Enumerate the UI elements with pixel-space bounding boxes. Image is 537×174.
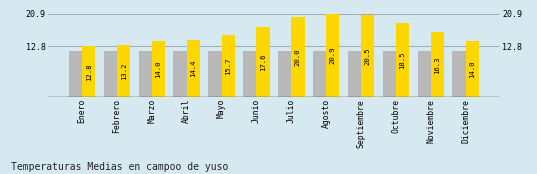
Text: 20.9: 20.9 [330,47,336,64]
Bar [222,35,235,97]
Bar [152,41,165,97]
Bar [278,51,291,97]
Bar [383,51,396,97]
Text: 20.5: 20.5 [365,48,371,65]
Text: 14.0: 14.0 [155,61,162,78]
Bar [173,51,187,97]
Bar [291,17,304,97]
Bar [348,51,361,97]
Text: 14.0: 14.0 [469,61,475,78]
Bar [187,40,200,97]
Text: Temperaturas Medias en campoo de yuso: Temperaturas Medias en campoo de yuso [11,162,228,172]
Bar [431,32,444,97]
Text: 20.0: 20.0 [295,49,301,66]
Bar [104,51,117,97]
Text: 18.5: 18.5 [400,52,405,69]
Bar [418,51,431,97]
Bar [452,51,466,97]
Bar [313,51,326,97]
Bar [69,51,82,97]
Bar [139,51,152,97]
Bar [257,27,270,97]
Text: 12.8: 12.8 [86,63,92,81]
Bar [82,46,96,97]
Bar [117,45,130,97]
Bar [396,23,409,97]
Text: 16.3: 16.3 [434,56,440,74]
Bar [208,51,222,97]
Text: 17.6: 17.6 [260,53,266,71]
Bar [326,14,339,97]
Text: 14.4: 14.4 [190,60,197,77]
Text: 13.2: 13.2 [121,62,127,80]
Text: 15.7: 15.7 [225,57,231,75]
Bar [361,15,374,97]
Bar [466,41,479,97]
Bar [243,51,257,97]
